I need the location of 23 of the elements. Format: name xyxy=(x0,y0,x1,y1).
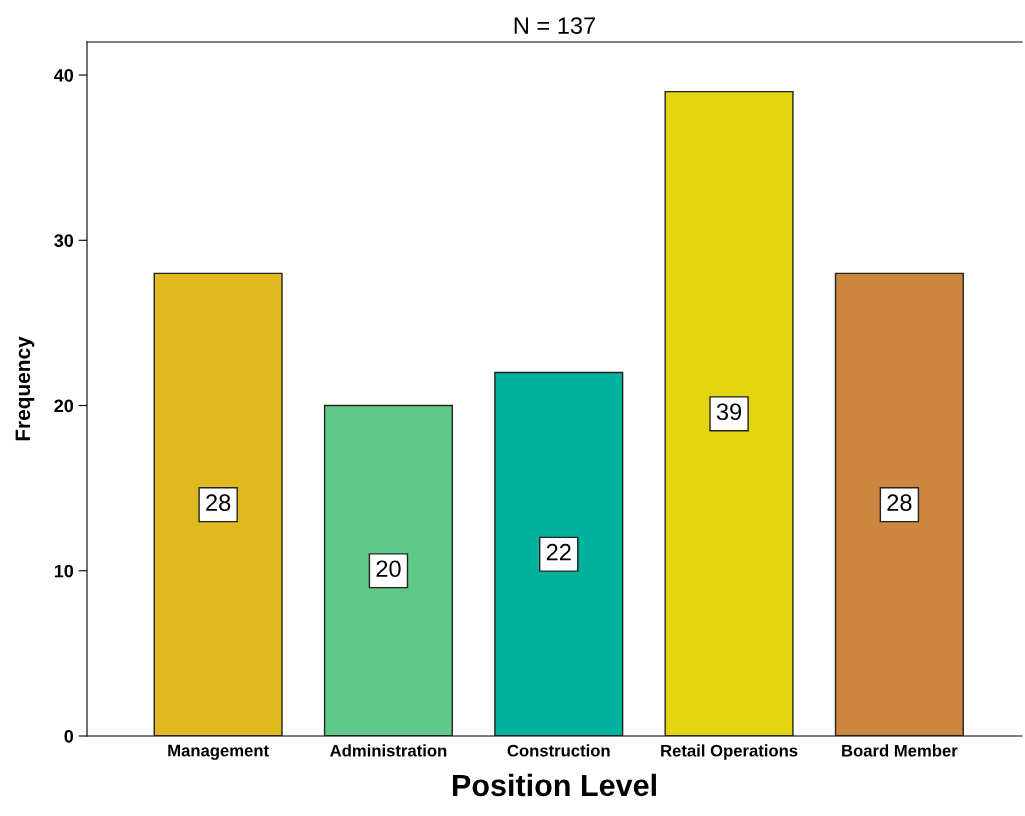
x-tick-label: Board Member xyxy=(842,744,958,757)
bar xyxy=(494,371,624,736)
y-tick-label: 10 xyxy=(54,564,74,578)
x-tick-label: Administration xyxy=(330,744,447,757)
bar xyxy=(153,272,283,736)
x-axis-title: Position Level xyxy=(452,773,656,797)
y-axis-title: Frequency xyxy=(15,336,35,441)
chart-title: N = 137 xyxy=(514,17,595,34)
bar xyxy=(664,90,794,736)
y-tick-label: 0 xyxy=(64,729,74,743)
data-label: 22 xyxy=(546,543,571,561)
data-label: 28 xyxy=(887,494,912,511)
x-tick-label: Construction xyxy=(507,744,610,757)
y-tick-label: 40 xyxy=(54,68,74,82)
data-label: 20 xyxy=(376,560,401,578)
y-tick-label: 30 xyxy=(54,234,74,248)
bar xyxy=(834,272,964,736)
y-tick-label: 20 xyxy=(54,399,74,413)
x-tick-label: Management xyxy=(168,744,269,760)
bar xyxy=(323,404,454,736)
x-tick-label: Retail Operations xyxy=(661,744,798,760)
data-label: 39 xyxy=(716,403,742,421)
data-label: 28 xyxy=(206,494,231,511)
